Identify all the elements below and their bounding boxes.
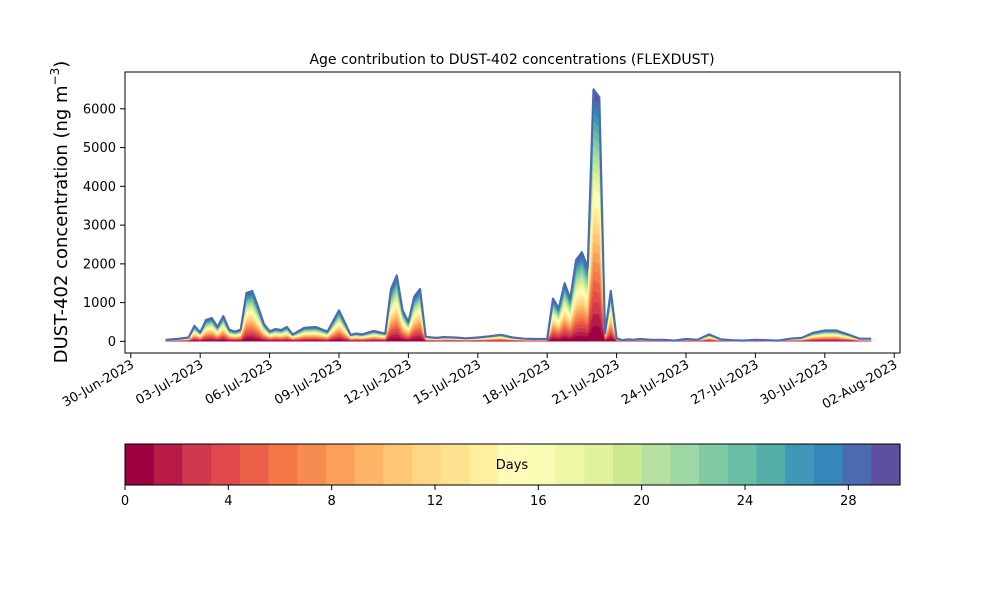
age-band-area <box>165 251 872 342</box>
colorbar-cell <box>641 444 671 485</box>
colorbar-tick-label: 20 <box>633 494 650 509</box>
plot-area <box>124 71 901 354</box>
colorbar-cell <box>268 444 298 485</box>
age-band-area <box>165 154 872 342</box>
y-axis: 0 1000 2000 3000 4000 5000 6000 <box>83 102 125 350</box>
age-band-areas <box>165 89 872 342</box>
colorbar-cell <box>555 444 585 485</box>
y-tick-label: 3000 <box>83 219 116 234</box>
colorbar-tick-label: 0 <box>121 494 129 509</box>
age-band-area <box>165 179 872 342</box>
y-tick-label: 4000 <box>83 180 116 195</box>
colorbar-cell <box>153 444 183 485</box>
colorbar-cell <box>699 444 729 485</box>
colorbar-cells <box>125 444 901 485</box>
x-tick-label: 03-Jul-2023 <box>133 357 206 408</box>
colorbar-cell <box>440 444 471 485</box>
colorbar-cell <box>756 444 786 485</box>
x-tick-label: 09-Jul-2023 <box>272 357 345 408</box>
colorbar-tick-label: 28 <box>840 494 857 509</box>
x-tick-label: 02-Aug-2023 <box>820 357 900 412</box>
colorbar-cell <box>842 444 872 485</box>
age-band-area <box>165 121 872 342</box>
y-tick-label: 6000 <box>83 102 116 117</box>
colorbar-cell <box>125 444 155 485</box>
colorbar-cell <box>584 444 614 485</box>
colorbar-cell <box>412 444 442 485</box>
age-band-area <box>165 223 872 342</box>
colorbar-ticks: 0 4 8 12 16 20 24 28 <box>121 485 857 509</box>
colorbar-label: Days <box>496 458 529 473</box>
age-band-area <box>165 137 872 342</box>
y-tick-label: 1000 <box>83 296 116 311</box>
colorbar-cell <box>182 444 212 485</box>
age-band-area <box>165 113 872 342</box>
age-band-area <box>165 188 872 342</box>
age-band-area <box>165 214 872 342</box>
colorbar-cell <box>498 444 528 485</box>
colorbar-cell <box>813 444 844 485</box>
x-tick-label: 30-Jun-2023 <box>60 357 137 410</box>
age-band-area <box>165 171 872 342</box>
total-concentration-line <box>165 88 872 342</box>
y-tick-label: 5000 <box>83 141 116 156</box>
colorbar-tick-label: 8 <box>328 494 336 509</box>
colorbar-tick-label: 4 <box>224 494 232 509</box>
colorbar-cell <box>469 444 499 485</box>
y-axis-label: DUST-402 concentration (ng m−3) <box>48 61 72 364</box>
x-tick-label: 18-Jul-2023 <box>480 357 553 408</box>
colorbar-cell <box>211 444 241 485</box>
plot-frame <box>124 71 901 354</box>
y-axis-label-main: DUST-402 concentration (ng m <box>51 85 72 363</box>
age-band-area <box>165 233 872 342</box>
colorbar-cell <box>727 444 758 485</box>
colorbar-cell <box>612 444 643 485</box>
age-band-area <box>165 242 872 342</box>
x-tick-label: 24-Jul-2023 <box>619 357 692 408</box>
y-tick-label: 2000 <box>83 257 116 272</box>
age-band-area <box>165 206 872 342</box>
colorbar-frame <box>124 443 901 486</box>
x-tick-label: 27-Jul-2023 <box>689 357 762 408</box>
age-band-area <box>165 129 872 342</box>
colorbar-tick-label: 12 <box>427 494 444 509</box>
age-band-area <box>165 146 872 342</box>
age-band-area <box>165 261 872 342</box>
x-axis: 30-Jun-202303-Jul-202306-Jul-202309-Jul-… <box>60 353 900 413</box>
colorbar-cell <box>785 444 815 485</box>
chart-title: Age contribution to DUST-402 concentrati… <box>309 52 714 68</box>
age-band-area <box>165 162 872 342</box>
colorbar-cell <box>239 444 270 485</box>
y-tick-label: 0 <box>108 335 116 350</box>
x-tick-label: 21-Jul-2023 <box>550 357 623 408</box>
age-band-area <box>165 97 872 342</box>
y-axis-label-close: ) <box>51 61 72 68</box>
colorbar-cell <box>383 444 413 485</box>
age-band-area <box>165 89 872 342</box>
colorbar-cell <box>670 444 700 485</box>
colorbar-cell <box>871 444 901 485</box>
x-tick-label: 12-Jul-2023 <box>342 357 415 408</box>
colorbar-cell <box>297 444 327 485</box>
colorbar-tick-label: 24 <box>737 494 754 509</box>
colorbar-cell <box>354 444 384 485</box>
colorbar-cell <box>526 444 557 485</box>
x-tick-label: 15-Jul-2023 <box>411 357 484 408</box>
age-colorbar: Days 0 4 8 12 16 20 24 28 <box>121 443 901 509</box>
age-band-area <box>165 105 872 342</box>
colorbar-cell <box>325 444 356 485</box>
age-band-area <box>165 197 872 342</box>
x-tick-label: 06-Jul-2023 <box>203 357 276 408</box>
y-axis-label-exponent: −3 <box>48 68 62 86</box>
colorbar-tick-label: 16 <box>530 494 547 509</box>
